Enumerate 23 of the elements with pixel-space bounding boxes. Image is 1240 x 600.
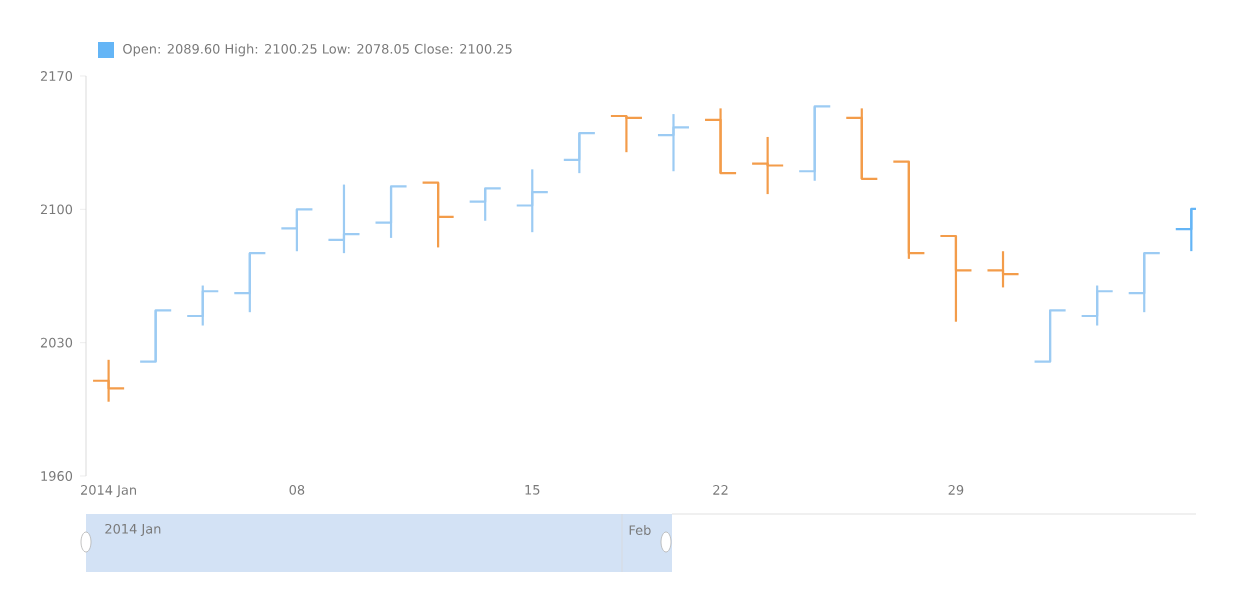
candlestick: [1033, 309, 1067, 363]
candlestick: [798, 105, 832, 182]
candlestick: [939, 234, 973, 323]
candlestick: [233, 252, 267, 314]
candlestick: [562, 132, 596, 175]
candlestick: [374, 185, 408, 239]
candlestick: [656, 112, 691, 173]
candlestick: [703, 107, 738, 175]
candlestick: [986, 250, 1020, 289]
candlestick: [139, 309, 173, 363]
candlestick: [515, 168, 549, 234]
candlestick: [892, 160, 926, 260]
candlestick: [91, 358, 126, 403]
candlestick: [609, 114, 644, 154]
candlestick: [1127, 252, 1161, 314]
candlestick: [751, 135, 785, 196]
candlestick: [468, 187, 502, 222]
candlestick: [1080, 284, 1114, 327]
candlestick: [327, 183, 361, 255]
candlestick: [421, 181, 455, 249]
candlestick: [845, 107, 879, 180]
candlestick: [186, 284, 220, 327]
candlestick: [280, 208, 314, 253]
